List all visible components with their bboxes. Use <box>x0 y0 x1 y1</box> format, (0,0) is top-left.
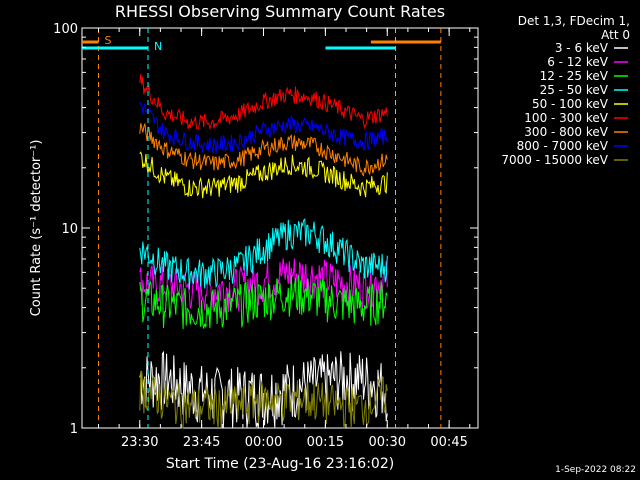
marker-label: S <box>105 34 112 47</box>
x-axis-ticks: 23:30 23:45 00:00 00:15 00:30 00:45 <box>98 28 471 450</box>
y-tick-label: 10 <box>61 222 78 237</box>
series-line <box>139 74 388 131</box>
y-axis-label: Count Rate (s⁻¹ detector⁻¹) <box>29 140 44 317</box>
x-axis-label: Start Time (23-Aug-16 23:16:02) <box>166 456 394 472</box>
y-tick-label: 100 <box>53 22 78 37</box>
series-line <box>139 101 388 154</box>
x-tick-label: 00:15 <box>307 435 344 450</box>
series-layer <box>139 74 388 429</box>
legend-label: 6 - 12 keV <box>547 55 609 69</box>
x-tick-label: 23:45 <box>183 435 220 450</box>
marker-label: N <box>154 40 162 53</box>
chart-title: RHESSI Observing Summary Count Rates <box>115 2 445 21</box>
x-tick-label: 00:00 <box>245 435 282 450</box>
y-axis-ticks: 1 10 100 <box>53 22 478 437</box>
legend-label: 12 - 25 keV <box>540 69 609 83</box>
legend-label: 7000 - 15000 keV <box>501 153 608 167</box>
header-line: Att 0 <box>601 28 630 42</box>
x-tick-label: 23:30 <box>121 435 158 450</box>
header-lines: Det 1,3, FDecim 1,Att 0 <box>518 14 630 42</box>
legend-label: 100 - 300 keV <box>524 111 608 125</box>
legend-label: 25 - 50 keV <box>540 83 609 97</box>
series-line <box>139 370 388 429</box>
x-tick-label: 00:30 <box>369 435 406 450</box>
legend-label: 300 - 800 keV <box>524 125 608 139</box>
header-line: Det 1,3, FDecim 1, <box>518 14 630 28</box>
timestamp: 1-Sep-2022 08:22 <box>555 465 636 475</box>
legend-label: 3 - 6 keV <box>555 41 609 55</box>
x-tick-label: 00:45 <box>430 435 467 450</box>
legend-label: 50 - 100 keV <box>532 97 609 111</box>
series-line <box>139 274 388 330</box>
legend-label: 800 - 7000 keV <box>517 139 609 153</box>
series-line <box>139 151 388 199</box>
series-line <box>139 218 388 290</box>
series-line <box>139 123 388 177</box>
y-tick-label: 1 <box>70 422 78 437</box>
